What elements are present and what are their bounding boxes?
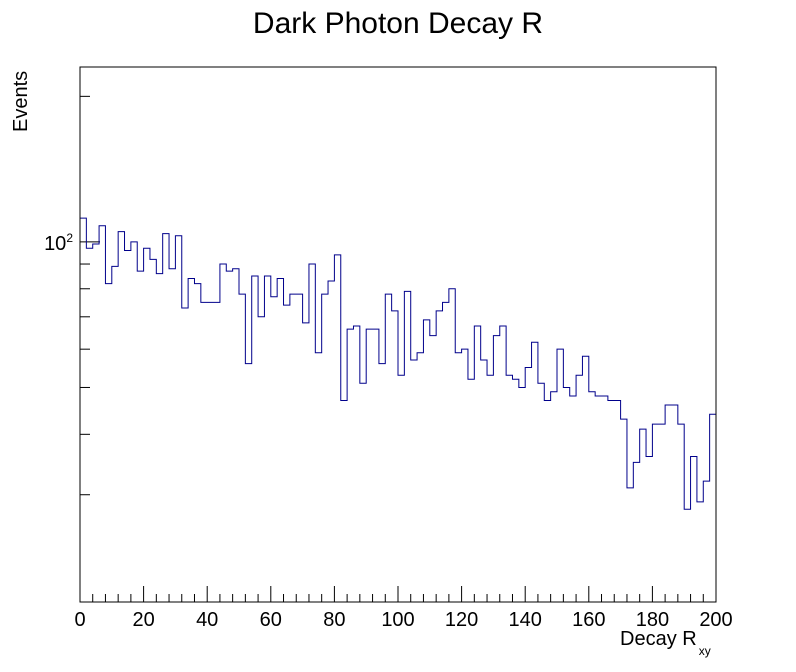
x-tick-label: 140 bbox=[509, 609, 542, 631]
x-tick-label: 80 bbox=[323, 609, 345, 631]
chart-title: Dark Photon Decay R bbox=[253, 7, 543, 40]
x-axis-tick-labels: 0 20 40 60 80 100 120 140 160 180 200 bbox=[74, 609, 732, 631]
x-tick-label: 180 bbox=[636, 609, 669, 631]
y-axis-ticks bbox=[80, 95, 100, 496]
x-tick-label: 0 bbox=[74, 609, 85, 631]
y-tick-label-100: 102 bbox=[44, 231, 73, 255]
y-tick-label-exponent: 2 bbox=[66, 231, 73, 245]
x-tick-label: 20 bbox=[132, 609, 154, 631]
x-tick-label: 160 bbox=[572, 609, 605, 631]
x-axis-ticks bbox=[79, 586, 717, 602]
x-axis-label-main: Decay R bbox=[620, 628, 697, 650]
x-axis-label: Decay Rxy bbox=[620, 628, 711, 658]
y-tick-label-base: 10 bbox=[44, 233, 66, 255]
x-axis-label-subscript: xy bbox=[699, 644, 711, 658]
x-tick-label: 40 bbox=[196, 609, 218, 631]
y-axis-label: Events bbox=[10, 71, 32, 132]
plot-frame bbox=[79, 66, 717, 603]
x-tick-label: 120 bbox=[445, 609, 478, 631]
x-tick-label: 60 bbox=[260, 609, 282, 631]
x-tick-label: 200 bbox=[699, 609, 732, 631]
histogram-series-line bbox=[80, 217, 716, 510]
x-tick-label: 100 bbox=[381, 609, 414, 631]
